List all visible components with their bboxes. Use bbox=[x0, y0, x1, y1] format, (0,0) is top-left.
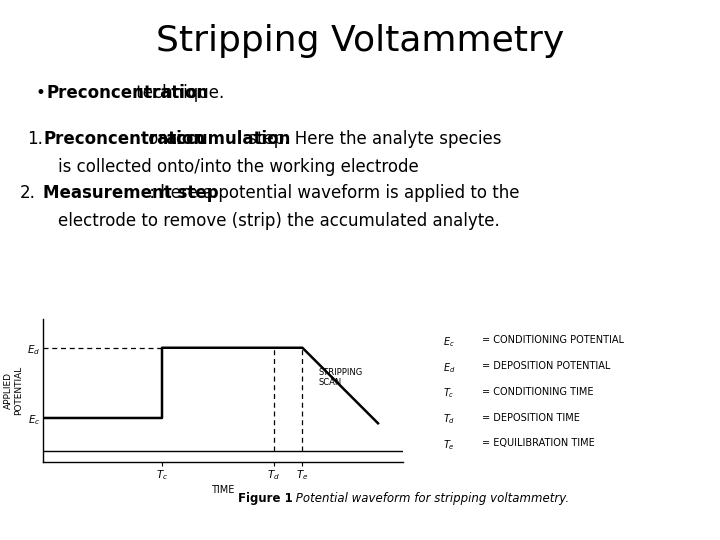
Text: = CONDITIONING TIME: = CONDITIONING TIME bbox=[482, 387, 594, 397]
Text: $T_{d}$: $T_{d}$ bbox=[443, 413, 455, 427]
Text: or: or bbox=[143, 130, 170, 147]
Text: $E_{d}$: $E_{d}$ bbox=[443, 361, 455, 375]
Text: step. Here the analyte species: step. Here the analyte species bbox=[243, 130, 501, 147]
Text: •: • bbox=[36, 84, 46, 102]
X-axis label: TIME: TIME bbox=[212, 485, 235, 495]
Text: $E_{c}$: $E_{c}$ bbox=[443, 335, 454, 349]
Text: Preconcentration: Preconcentration bbox=[47, 84, 209, 102]
Text: technique.: technique. bbox=[47, 84, 224, 102]
Text: = EQUILIBRATION TIME: = EQUILIBRATION TIME bbox=[482, 438, 595, 449]
Text: STRIPPING
SCAN: STRIPPING SCAN bbox=[319, 368, 363, 387]
Text: Figure 1: Figure 1 bbox=[238, 492, 292, 505]
Text: 2.: 2. bbox=[20, 184, 36, 201]
Text: is collected onto/into the working electrode: is collected onto/into the working elect… bbox=[58, 158, 418, 176]
Text: $T_{c}$: $T_{c}$ bbox=[443, 387, 454, 401]
Text: 1.: 1. bbox=[27, 130, 43, 147]
Text: Potential waveform for stripping voltammetry.: Potential waveform for stripping voltamm… bbox=[292, 492, 569, 505]
Text: = CONDITIONING POTENTIAL: = CONDITIONING POTENTIAL bbox=[482, 335, 624, 345]
Text: Stripping Voltammetry: Stripping Voltammetry bbox=[156, 24, 564, 58]
Text: Preconcentration: Preconcentration bbox=[43, 130, 205, 147]
Text: electrode to remove (strip) the accumulated analyte.: electrode to remove (strip) the accumula… bbox=[58, 212, 500, 230]
Text: : here a potential waveform is applied to the: : here a potential waveform is applied t… bbox=[144, 184, 520, 201]
Text: Measurement step: Measurement step bbox=[43, 184, 219, 201]
Text: = DEPOSITION TIME: = DEPOSITION TIME bbox=[482, 413, 580, 423]
Text: accumulation: accumulation bbox=[165, 130, 290, 147]
Y-axis label: APPLIED
POTENTIAL: APPLIED POTENTIAL bbox=[4, 366, 23, 415]
Text: = DEPOSITION POTENTIAL: = DEPOSITION POTENTIAL bbox=[482, 361, 611, 371]
Text: $T_{e}$: $T_{e}$ bbox=[443, 438, 454, 453]
